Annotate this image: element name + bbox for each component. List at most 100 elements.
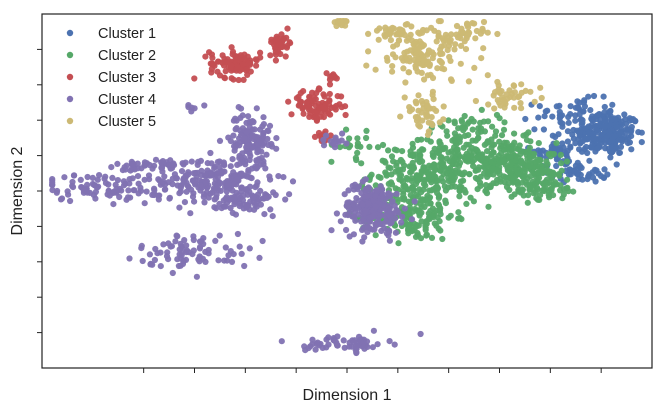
data-point <box>389 68 396 75</box>
data-point <box>323 336 330 343</box>
data-point <box>442 165 449 172</box>
data-point <box>500 126 508 133</box>
data-point <box>401 205 408 212</box>
data-point <box>423 167 430 174</box>
data-point <box>370 327 377 334</box>
data-point <box>225 181 232 188</box>
data-point <box>455 125 462 132</box>
data-point <box>267 52 274 59</box>
data-point <box>414 68 421 75</box>
data-point <box>558 160 565 167</box>
data-point <box>506 186 513 194</box>
data-point <box>213 205 220 212</box>
data-point <box>172 238 179 245</box>
data-point <box>551 171 558 178</box>
data-point <box>552 179 559 186</box>
data-point <box>433 222 440 229</box>
data-point <box>58 195 66 202</box>
data-point <box>146 161 153 169</box>
data-point <box>127 167 134 174</box>
data-point <box>392 54 399 61</box>
data-point <box>438 59 445 66</box>
data-point <box>420 186 427 193</box>
data-point <box>542 179 549 186</box>
data-point <box>541 113 548 120</box>
data-point <box>265 141 272 149</box>
data-point <box>587 107 594 114</box>
data-point <box>176 190 183 197</box>
data-point <box>137 184 144 191</box>
data-point <box>416 38 423 45</box>
data-point <box>356 197 363 204</box>
data-point <box>405 198 413 205</box>
data-point <box>236 243 243 250</box>
data-point <box>458 117 465 124</box>
data-point <box>337 218 344 225</box>
data-point <box>160 241 167 248</box>
data-point <box>389 24 396 31</box>
data-point <box>593 127 601 134</box>
legend-label-cluster-1: Cluster 1 <box>98 26 156 42</box>
data-point <box>278 31 285 38</box>
data-point <box>232 115 239 122</box>
data-point <box>480 45 487 52</box>
data-point <box>278 40 285 47</box>
data-point <box>194 161 201 168</box>
data-point <box>516 142 523 149</box>
data-point <box>183 179 190 186</box>
data-point <box>109 174 116 181</box>
data-point <box>372 232 379 239</box>
data-point <box>377 221 384 228</box>
data-point <box>417 44 424 51</box>
data-point <box>160 178 167 185</box>
data-point <box>538 94 545 102</box>
data-point <box>90 192 97 199</box>
data-point <box>399 213 406 220</box>
data-point <box>67 197 74 205</box>
data-point <box>409 183 416 191</box>
data-point <box>549 113 556 120</box>
data-point <box>229 51 236 58</box>
data-point <box>466 29 473 36</box>
data-point <box>320 142 328 149</box>
data-point <box>408 216 416 223</box>
data-point <box>597 117 604 124</box>
data-point <box>398 219 405 226</box>
data-point <box>365 48 372 55</box>
data-point <box>309 336 316 343</box>
data-point <box>382 169 389 176</box>
data-point <box>164 249 171 256</box>
data-point <box>272 49 279 56</box>
data-point <box>494 30 501 38</box>
data-point <box>536 103 543 110</box>
data-point <box>283 34 290 41</box>
data-point <box>234 161 241 168</box>
data-point <box>231 147 238 154</box>
data-point <box>297 90 304 97</box>
data-point <box>492 132 499 139</box>
data-point <box>243 204 250 211</box>
data-point <box>516 93 523 100</box>
data-point <box>387 37 394 44</box>
data-point <box>477 119 484 126</box>
data-point <box>559 123 566 130</box>
data-point <box>143 188 150 195</box>
data-point <box>207 60 214 67</box>
data-point <box>169 181 176 188</box>
data-point <box>187 210 194 217</box>
data-point <box>439 235 446 243</box>
data-point <box>382 24 389 31</box>
data-point <box>585 93 592 100</box>
data-point <box>495 82 502 89</box>
data-point <box>382 159 389 166</box>
data-point <box>384 57 391 64</box>
ticks-layer <box>37 48 602 373</box>
data-point <box>638 129 645 136</box>
data-point <box>388 179 395 186</box>
data-point <box>560 191 567 198</box>
data-point <box>102 180 110 187</box>
data-point <box>604 171 611 178</box>
data-point <box>135 190 142 197</box>
data-point <box>446 53 453 61</box>
data-point <box>452 139 459 146</box>
